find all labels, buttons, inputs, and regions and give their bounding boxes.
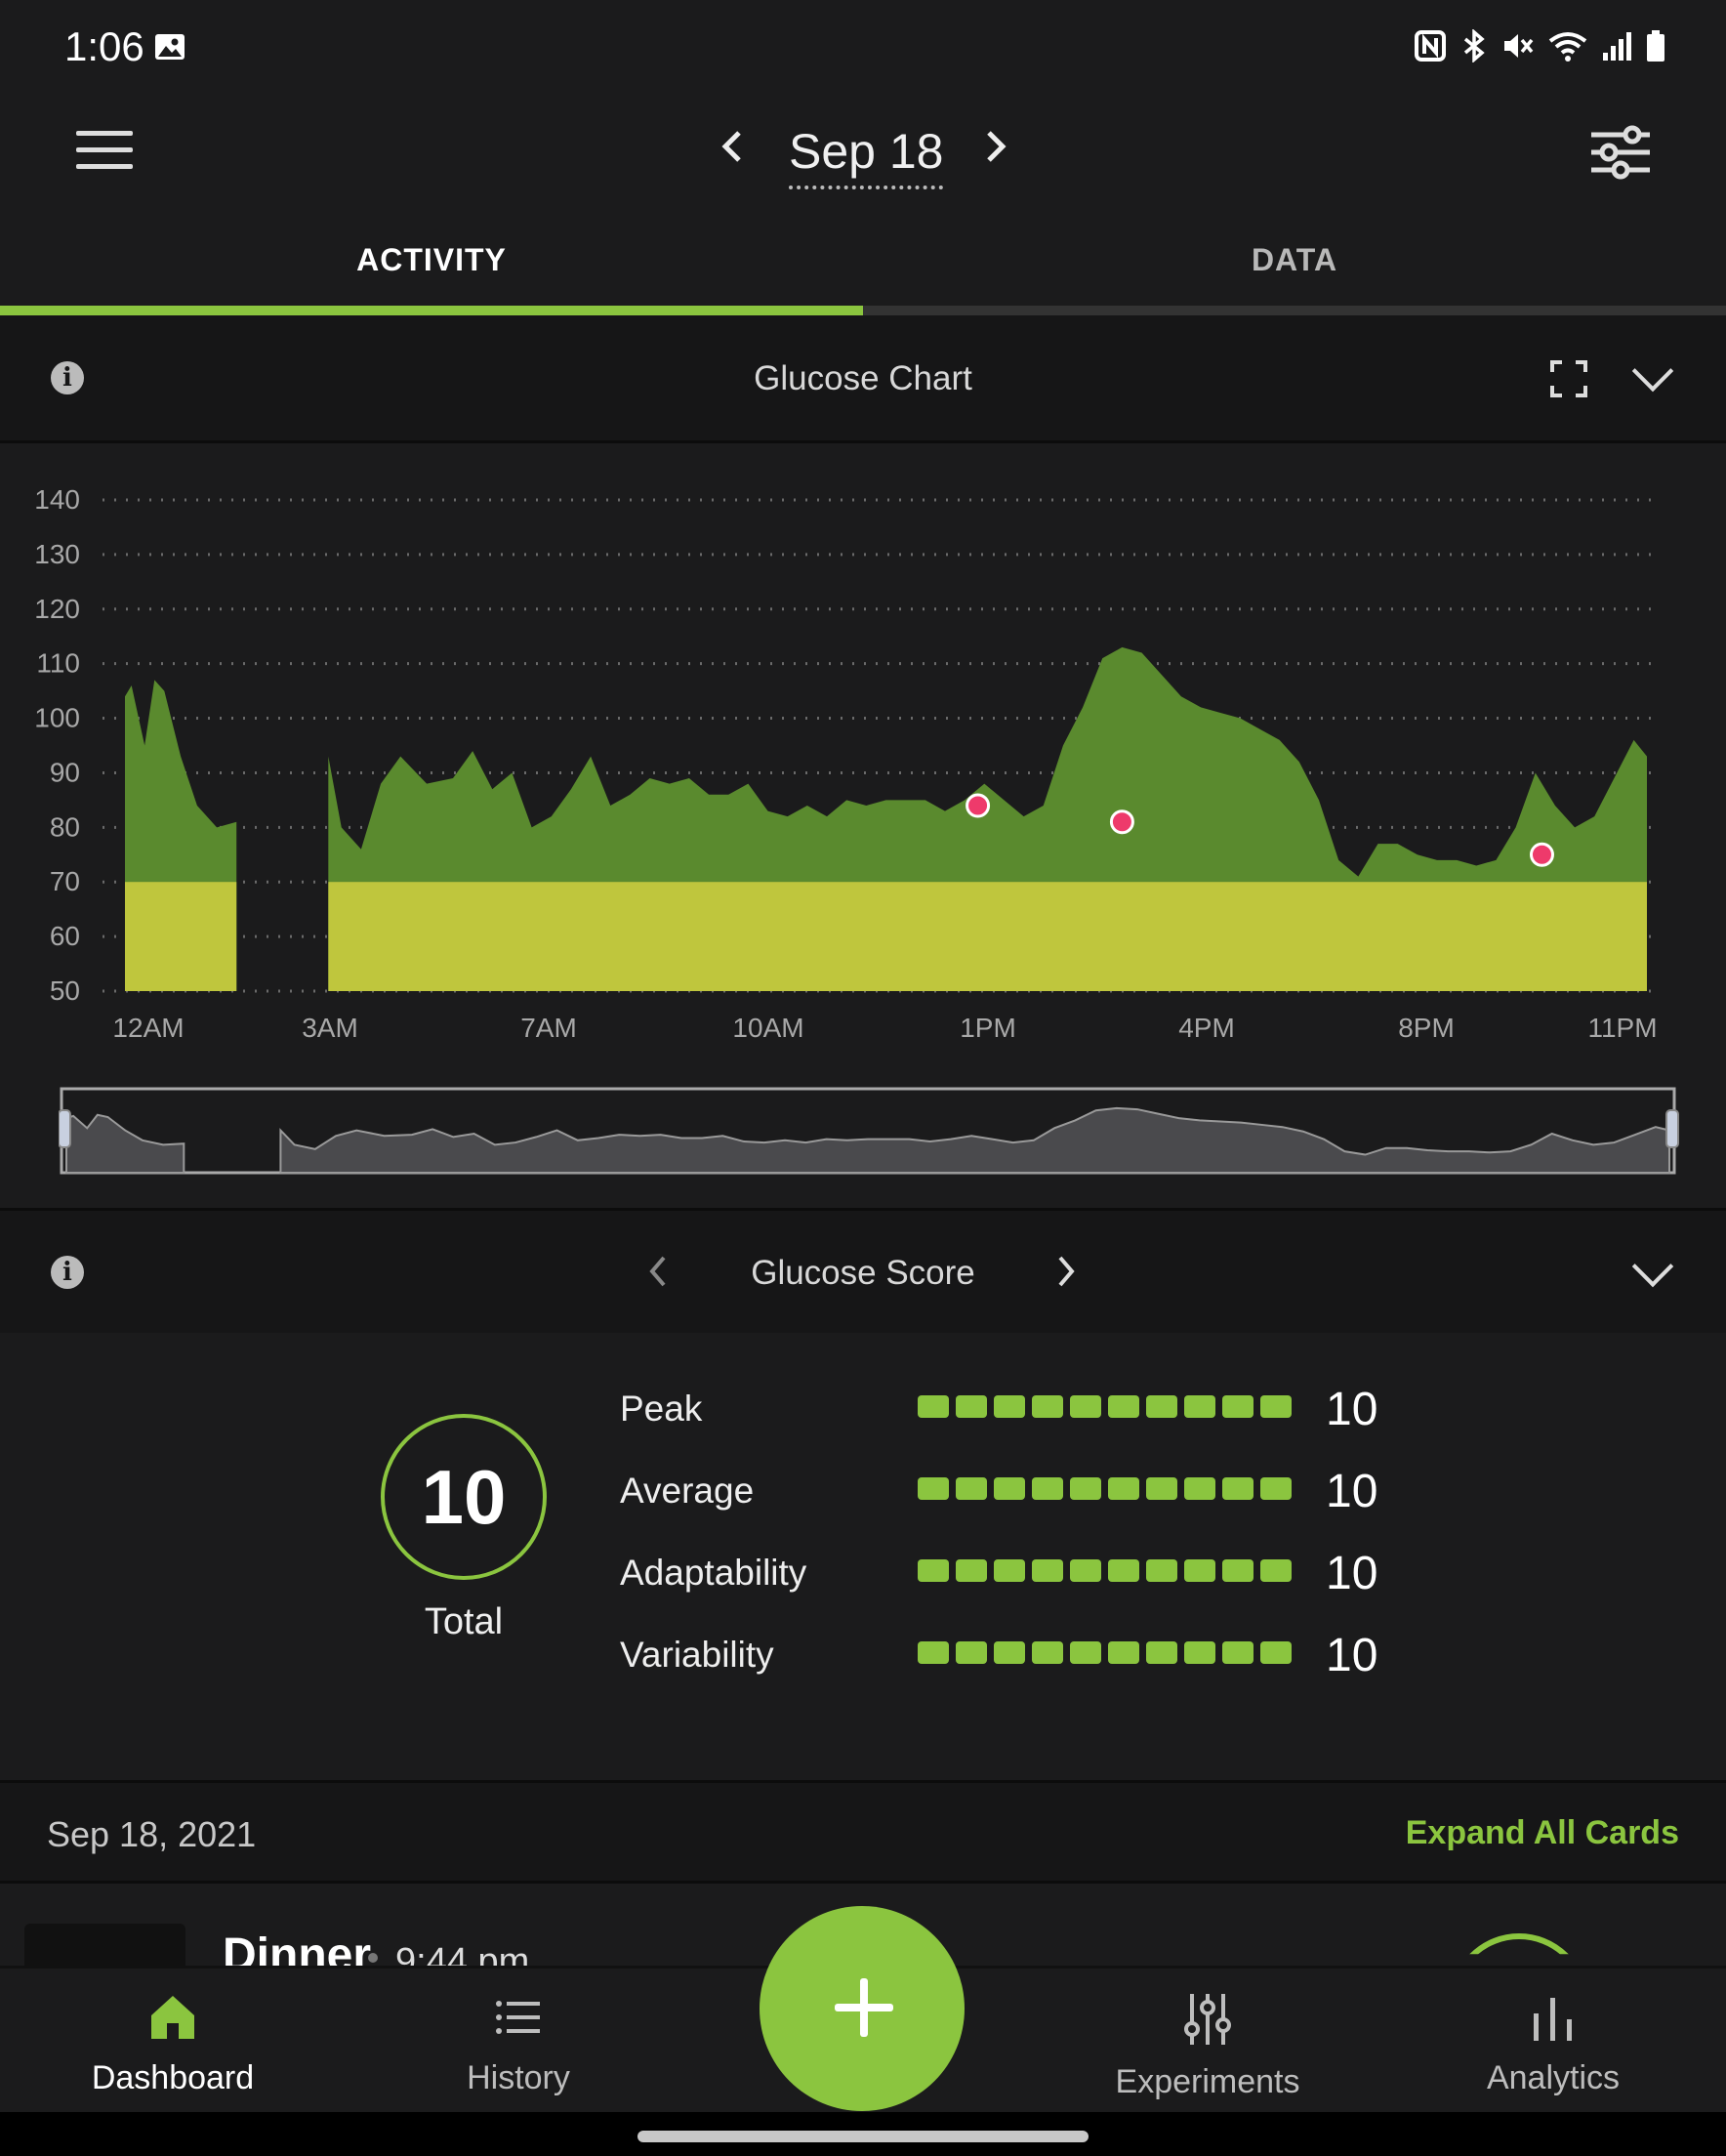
glucose-score-header: i Glucose Score (0, 1208, 1726, 1339)
menu-icon[interactable] (76, 131, 133, 181)
navigator-right-handle (1665, 1109, 1679, 1148)
nav-label-dashboard: Dashboard (91, 2059, 255, 2096)
list-icon (496, 2001, 540, 2034)
meal-marker-2 (1529, 842, 1554, 867)
home-gesture-bar[interactable] (637, 2131, 1089, 2142)
metric-label-adaptability: Adaptability (620, 1553, 807, 1593)
nav-experiments[interactable]: Experiments (1061, 1992, 1354, 2101)
glucose-score-card (0, 1333, 1726, 1780)
metric-bar-peak (918, 1395, 1292, 1418)
fullscreen-icon[interactable] (1550, 360, 1587, 402)
previous-score-icon[interactable] (646, 1254, 670, 1294)
metric-label-variability: Variability (620, 1635, 774, 1675)
navigator-area-0 (65, 1113, 185, 1174)
metric-value-adaptability: 10 (1326, 1548, 1378, 1599)
x-tick-label: 3AM (302, 1013, 358, 1043)
plus-icon-vertical (860, 1978, 868, 2037)
battery-icon (1647, 30, 1664, 62)
bluetooth-icon (1463, 29, 1485, 62)
total-score-label: Total (424, 1601, 504, 1642)
metric-value-average: 10 (1326, 1466, 1378, 1517)
nav-history[interactable]: History (372, 1992, 665, 2097)
y-tick-label: 100 (34, 703, 80, 733)
wifi-icon (1548, 32, 1587, 62)
nav-label-history: History (467, 2059, 570, 2096)
x-tick-label: 7AM (520, 1013, 577, 1043)
tab-activity[interactable]: ACTIVITY (356, 242, 507, 277)
image-notification-icon (154, 33, 185, 65)
navigator-left-handle (58, 1109, 71, 1148)
navigator-area-1 (279, 1106, 1670, 1174)
nav-label-analytics: Analytics (1486, 2059, 1621, 2096)
status-icons (1414, 29, 1665, 62)
target-range-band-1 (328, 882, 1647, 991)
bar-chart-icon (1534, 1998, 1572, 2041)
date-row-label: Sep 18, 2021 (47, 1814, 257, 1854)
glucose-chart-header: i Glucose Chart (0, 315, 1726, 443)
next-date-icon[interactable] (981, 127, 1010, 177)
x-tick-label: 11PM (1587, 1013, 1657, 1043)
previous-date-icon[interactable] (718, 127, 747, 177)
y-tick-label: 140 (34, 484, 80, 515)
target-range-band-0 (125, 882, 237, 991)
y-tick-label: 50 (50, 975, 80, 1006)
tab-active-indicator (0, 306, 863, 315)
separator-dot (368, 1953, 378, 1963)
mute-icon (1504, 34, 1534, 58)
x-tick-label: 8PM (1398, 1013, 1455, 1043)
date-selector[interactable]: Sep 18 (789, 123, 944, 189)
meal-marker-1 (1109, 809, 1134, 835)
metric-value-peak: 10 (1326, 1384, 1378, 1435)
tab-data[interactable]: DATA (1251, 242, 1338, 277)
date-row: Sep 18, 2021 Expand All Cards (0, 1780, 1726, 1884)
info-icon[interactable]: i (51, 361, 84, 394)
nav-dashboard[interactable]: Dashboard (26, 1992, 319, 2097)
y-tick-label: 70 (50, 866, 80, 896)
y-tick-label: 120 (34, 594, 80, 624)
expand-all-cards-button[interactable]: Expand All Cards (1405, 1814, 1679, 1851)
x-tick-label: 10AM (732, 1013, 803, 1043)
meal-marker-0 (966, 793, 991, 818)
y-tick-label: 80 (50, 811, 80, 842)
tab-track (0, 306, 1726, 315)
metric-bar-adaptability (918, 1559, 1292, 1582)
x-tick-label: 12AM (112, 1013, 184, 1043)
metric-bar-average (918, 1477, 1292, 1500)
next-score-icon[interactable] (1054, 1254, 1078, 1294)
home-icon (151, 1996, 194, 2039)
metric-label-peak: Peak (620, 1389, 703, 1429)
filter-settings-icon[interactable] (1589, 125, 1652, 185)
y-tick-label: 60 (50, 921, 80, 951)
signal-icon (1603, 32, 1631, 61)
metric-value-variability: 10 (1326, 1630, 1378, 1681)
nfc-icon (1415, 30, 1446, 62)
y-tick-label: 110 (36, 648, 80, 679)
status-time: 1:06 (64, 23, 144, 69)
glucose-chart-title: Glucose Chart (754, 359, 972, 397)
metric-label-average: Average (620, 1471, 755, 1511)
x-tick-label: 4PM (1178, 1013, 1235, 1043)
y-tick-label: 130 (34, 539, 80, 569)
chart-range-navigator[interactable] (58, 1087, 1679, 1182)
metric-bar-variability (918, 1641, 1292, 1664)
nav-analytics[interactable]: Analytics (1407, 1992, 1700, 2097)
glucose-chart[interactable]: 140 130 120 110 100 90 80 70 60 50 12AM 3AM 7AM 10AM 1… (0, 444, 1726, 1206)
sliders-icon (1184, 1994, 1231, 2045)
x-tick-label: 1PM (960, 1013, 1016, 1043)
y-tick-label: 90 (50, 757, 80, 787)
total-score: 10 (381, 1414, 547, 1580)
nav-label-experiments: Experiments (1115, 2063, 1300, 2100)
glucose-score-title: Glucose Score (751, 1254, 975, 1292)
info-icon[interactable]: i (51, 1256, 84, 1289)
